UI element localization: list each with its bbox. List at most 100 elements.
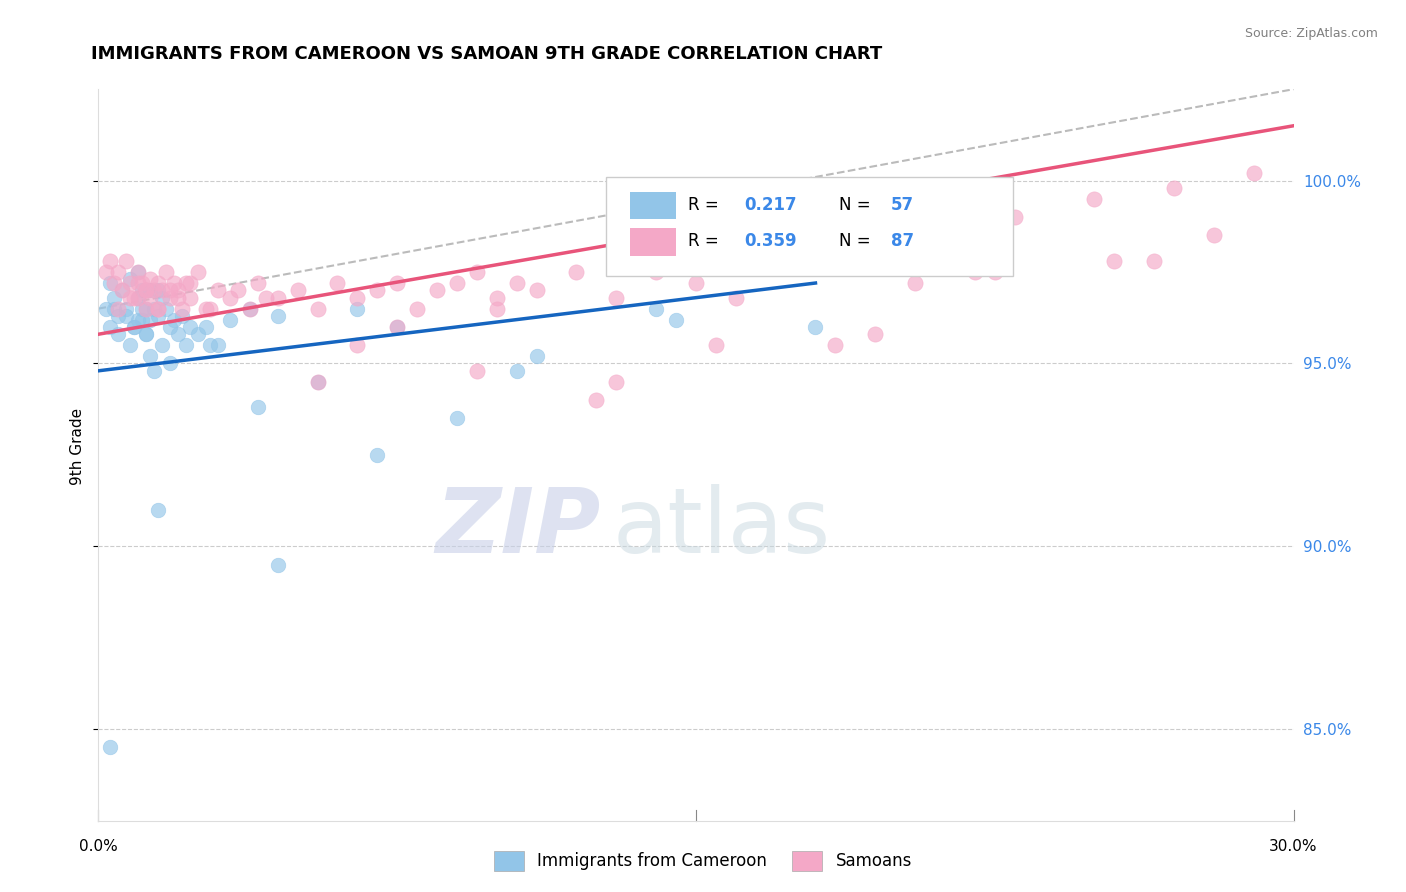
Point [98, 740, 122, 755]
Point [267, 309, 290, 323]
Point [326, 276, 349, 290]
Point [148, 309, 170, 323]
Point [150, 338, 173, 352]
Text: 0.0%: 0.0% [79, 838, 118, 854]
Point [163, 276, 186, 290]
Point [267, 558, 290, 572]
Point [485, 301, 508, 316]
Point [506, 276, 529, 290]
Point [120, 338, 142, 352]
Text: atlas: atlas [613, 484, 831, 572]
Point [226, 283, 249, 297]
Point [366, 448, 388, 462]
Point [1104, 254, 1126, 268]
Point [446, 276, 468, 290]
Point [307, 301, 329, 316]
Point [98, 254, 122, 268]
Point [844, 239, 866, 253]
Point [195, 301, 218, 316]
Point [366, 283, 388, 297]
Point [207, 283, 229, 297]
Text: N =: N = [839, 232, 876, 251]
Point [645, 265, 668, 279]
Point [127, 265, 149, 279]
Point [179, 319, 201, 334]
Point [127, 276, 149, 290]
Point [198, 301, 221, 316]
Text: 0.217: 0.217 [744, 195, 796, 214]
Legend: Immigrants from Cameroon, Samoans: Immigrants from Cameroon, Samoans [485, 842, 921, 880]
Point [1143, 254, 1166, 268]
Point [131, 276, 153, 290]
Point [565, 265, 588, 279]
Point [765, 254, 787, 268]
Point [174, 338, 197, 352]
Point [111, 283, 134, 297]
Point [1202, 228, 1225, 243]
Point [148, 301, 170, 316]
Point [124, 291, 146, 305]
Point [585, 392, 607, 407]
Point [120, 272, 142, 286]
Point [207, 338, 229, 352]
Point [307, 375, 329, 389]
Point [426, 283, 449, 297]
Point [385, 319, 409, 334]
Point [246, 276, 269, 290]
Point [135, 301, 157, 316]
Point [465, 265, 488, 279]
Point [135, 283, 157, 297]
Point [131, 283, 153, 297]
Point [172, 309, 194, 323]
Point [446, 411, 468, 425]
Point [346, 301, 368, 316]
Text: 87: 87 [891, 232, 914, 251]
Point [167, 283, 190, 297]
Text: N =: N = [839, 195, 876, 214]
Point [406, 301, 429, 316]
Point [163, 312, 186, 326]
Point [155, 301, 177, 316]
Point [148, 301, 170, 316]
Point [267, 291, 290, 305]
Point [98, 276, 122, 290]
Point [103, 276, 125, 290]
Point [195, 319, 218, 334]
Text: R =: R = [688, 195, 724, 214]
Point [865, 327, 887, 342]
Point [103, 291, 125, 305]
Point [645, 301, 668, 316]
Point [159, 291, 181, 305]
Point [124, 319, 146, 334]
Point [150, 283, 173, 297]
Point [904, 276, 927, 290]
Point [120, 276, 142, 290]
Point [98, 319, 122, 334]
Text: 57: 57 [891, 195, 914, 214]
Point [159, 283, 181, 297]
Text: ZIP: ZIP [434, 484, 600, 572]
Point [287, 283, 309, 297]
Point [96, 265, 118, 279]
Point [115, 309, 138, 323]
Point [143, 301, 166, 316]
Bar [630, 192, 676, 219]
Text: 0.359: 0.359 [744, 232, 796, 251]
Text: R =: R = [688, 232, 724, 251]
Point [963, 265, 986, 279]
Point [127, 291, 149, 305]
Point [127, 291, 149, 305]
Point [96, 301, 118, 316]
Point [115, 301, 138, 316]
Point [179, 276, 201, 290]
Point [131, 301, 153, 316]
Point [124, 319, 146, 334]
Point [139, 283, 162, 297]
Point [1243, 166, 1265, 180]
Point [174, 276, 197, 290]
Point [139, 291, 162, 305]
Text: IMMIGRANTS FROM CAMEROON VS SAMOAN 9TH GRADE CORRELATION CHART: IMMIGRANTS FROM CAMEROON VS SAMOAN 9TH G… [91, 45, 883, 62]
Point [605, 375, 627, 389]
Point [167, 291, 190, 305]
Point [187, 265, 209, 279]
